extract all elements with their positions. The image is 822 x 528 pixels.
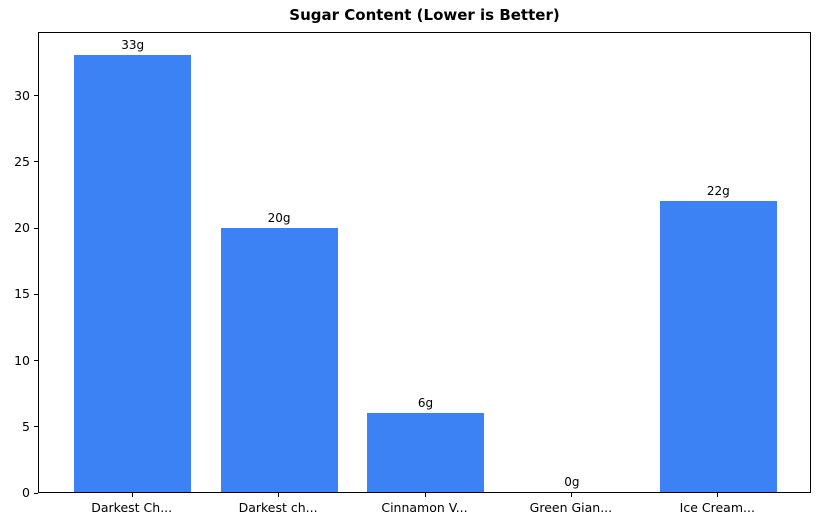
x-tick-label-0: Darkest Ch... (91, 500, 173, 515)
x-tick-mark-0 (131, 493, 133, 497)
x-tick-label-4: Ice Cream... (679, 500, 755, 515)
y-tick-label-6: 30 (14, 87, 30, 103)
plot-area: 33g 20g 6g 0g 22g (38, 32, 811, 493)
bar-4 (659, 200, 777, 492)
bar-1 (220, 228, 338, 492)
y-tick-label-1: 5 (22, 418, 30, 434)
x-tick-label-2: Cinnamon V... (381, 500, 468, 515)
y-tick-label-3: 15 (14, 286, 30, 302)
y-tick-mark-6 (34, 95, 38, 97)
x-tick-label-3: Green Gian... (529, 500, 613, 515)
y-tick-mark-1 (34, 426, 38, 428)
bar-value-label-2: 6g (417, 395, 434, 410)
bar-value-label-4: 22g (706, 183, 730, 198)
y-tick-mark-0 (34, 492, 38, 494)
bar-2 (366, 412, 485, 492)
x-tick-mark-1 (278, 493, 280, 497)
y-tick-mark-4 (34, 227, 38, 229)
chart-title: Sugar Content (Lower is Better) (289, 6, 560, 24)
y-tick-label-4: 20 (14, 220, 30, 236)
bar-0 (74, 54, 192, 492)
y-tick-label-2: 10 (14, 352, 30, 368)
y-tick-mark-5 (34, 161, 38, 163)
bar-value-label-1: 20g (267, 211, 291, 226)
y-tick-mark-3 (34, 293, 38, 295)
y-tick-label-0: 0 (22, 485, 30, 500)
y-tick-mark-2 (34, 360, 38, 362)
x-tick-mark-4 (717, 493, 719, 497)
x-tick-label-1: Darkest ch... (238, 500, 318, 515)
bar-value-label-0: 33g (121, 37, 145, 52)
bar-value-label-3: 0g (564, 475, 580, 489)
x-tick-mark-2 (424, 493, 426, 497)
y-tick-label-5: 25 (14, 153, 30, 169)
x-tick-mark-3 (570, 493, 572, 497)
